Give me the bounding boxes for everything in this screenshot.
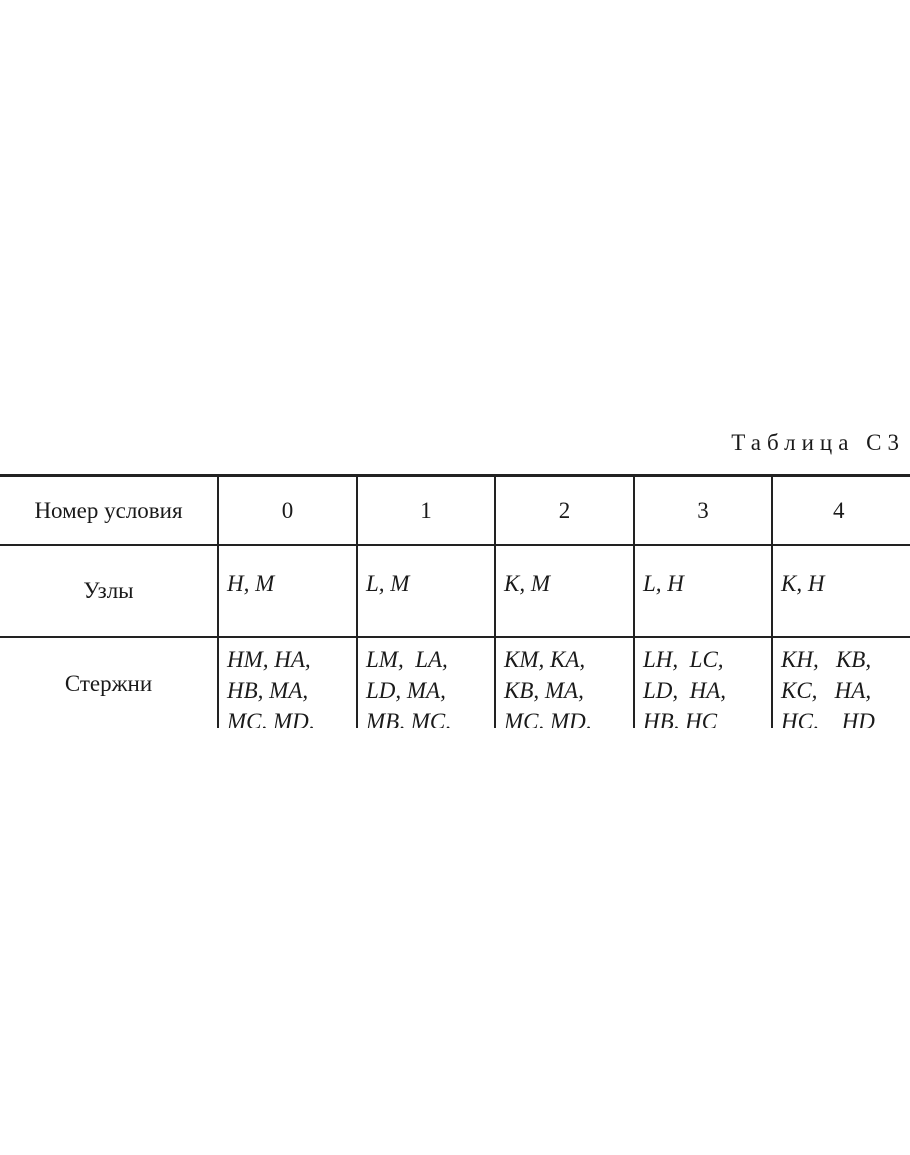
column-header-0: 0: [217, 474, 358, 546]
nodes-cell-3: L, H: [633, 544, 773, 638]
nodes-cell-1: L, M: [356, 544, 496, 638]
rods-cell-4: KH, KB, KC, HA, HC, HD: [771, 636, 910, 728]
rods-cell-1: LM, LA, LD, MA, MB, MC,: [356, 636, 496, 728]
rods-line: HB, MA,: [227, 678, 309, 703]
rods-line: LM, LA,: [366, 647, 448, 672]
rods-row: Стержни HM, HA, HB, MA, MC, MD, LM, LA, LD,…: [0, 636, 910, 728]
rods-line: LD, HA,: [643, 678, 727, 703]
column-header-3: 3: [633, 474, 773, 546]
header-label: Номер условия: [0, 474, 219, 546]
rods-line: KC, HA,: [781, 678, 872, 703]
row-label-nodes: Узлы: [0, 544, 219, 638]
rods-line: MC, MD,: [504, 709, 592, 728]
conditions-table: Номер условия 0 1 2 3 4 Узлы H, M L, M K…: [0, 474, 910, 728]
column-header-2: 2: [494, 474, 635, 546]
rods-line: LH, LC,: [643, 647, 724, 672]
rods-line: HC, HD: [781, 709, 875, 728]
rods-line: KM, KA,: [504, 647, 586, 672]
conditions-table-container: Номер условия 0 1 2 3 4 Узлы H, M L, M K…: [0, 474, 910, 728]
rods-line: MB, MC,: [366, 709, 451, 728]
rods-cell-0: HM, HA, HB, MA, MC, MD,: [217, 636, 358, 728]
rods-line: HB, HC: [643, 709, 718, 728]
row-label-rods: Стержни: [0, 636, 219, 728]
header-row: Номер условия 0 1 2 3 4: [0, 474, 910, 546]
nodes-cell-2: K, M: [494, 544, 635, 638]
rods-line: KH, KB,: [781, 647, 872, 672]
rods-cell-2: KM, KA, KB, MA, MC, MD,: [494, 636, 635, 728]
rods-line: LD, MA,: [366, 678, 446, 703]
column-header-4: 4: [771, 474, 910, 546]
rods-line: KB, MA,: [504, 678, 584, 703]
rods-cell-3: LH, LC, LD, HA, HB, HC: [633, 636, 773, 728]
column-header-1: 1: [356, 474, 496, 546]
nodes-row: Узлы H, M L, M K, M L, H K, H: [0, 544, 910, 638]
rods-line: HM, HA,: [227, 647, 311, 672]
table-title: Таблица С3: [731, 430, 905, 455]
nodes-cell-4: K, H: [771, 544, 910, 638]
nodes-cell-0: H, M: [217, 544, 358, 638]
rods-line: MC, MD,: [227, 709, 315, 728]
